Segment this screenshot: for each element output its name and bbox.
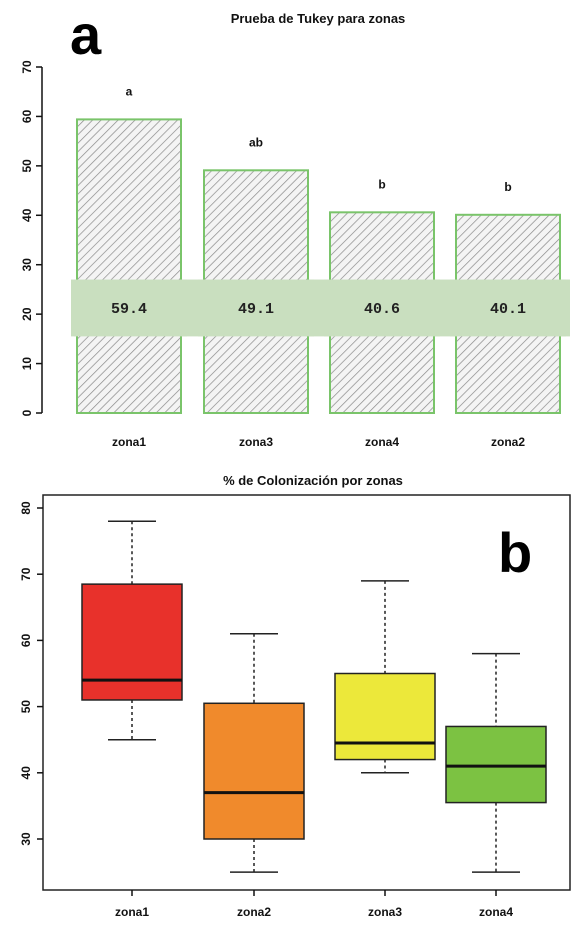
panel-b-y-tick-label: 60 [19,633,33,647]
panel-b-title: % de Colonización por zonas [223,473,403,488]
bar-category-label: zona1 [112,435,146,449]
panel-a-y-axis: 0 10 20 30 40 50 60 70 [20,60,43,416]
box-category-label: zona3 [368,905,402,919]
box-category-label: zona2 [237,905,271,919]
bar [76,118,182,414]
panel-a-label: a [70,3,102,66]
bar-category-label: zona3 [239,435,273,449]
panel-a-y-tick-label: 30 [20,258,34,272]
box [445,725,547,804]
bar-category-label: zona4 [365,435,399,449]
bar-value-band [324,279,440,337]
panel-a-y-tick-label: 0 [20,409,34,416]
panel-a-y-tick-label: 10 [20,357,34,371]
panel-a-y-tick-label: 50 [20,159,34,173]
panel-b-y-tick-label: 70 [19,567,33,581]
panel-a-y-tick-label: 40 [20,208,34,222]
panel-a: a Prueba de Tukey para zonas 0 10 20 30 40 50… [20,3,570,449]
bar-group-letter: b [378,177,385,191]
bar-value-label: 40.6 [364,301,400,318]
panel-b-y-tick-label: 80 [19,501,33,515]
panel-b-label: b [498,521,532,584]
box-category-label: zona4 [479,905,513,919]
panel-a-y-tick-label: 70 [20,60,34,74]
panel-a-y-tick-label: 20 [20,307,34,321]
panel-b-boxes: zona1 zona2 zona3 zona4 [81,520,547,919]
bar-group-letter: a [126,84,133,98]
box-category-label: zona1 [115,905,149,919]
bar-category-label: zona2 [491,435,525,449]
box [203,702,305,840]
panel-b-y-axis: 30 40 50 60 70 80 [19,501,43,846]
panel-b-y-tick-label: 40 [19,766,33,780]
bar-value-label: 40.1 [490,301,526,318]
bar-value-band [71,279,187,337]
panel-b: % de Colonización por zonas b 30 40 50 60 70… [19,473,571,919]
bar-value-band [198,279,314,337]
panel-b-y-tick-label: 50 [19,700,33,714]
panel-a-bars: 59.4 a zona1 49.1 ab zona3 40.6 b zona4 40.1 b zona… [71,84,570,449]
panel-a-title: Prueba de Tukey para zonas [231,11,406,26]
panel-b-plot-frame [42,494,571,891]
box [334,672,436,761]
panel-b-y-tick-label: 30 [19,832,33,846]
bar-value-label: 49.1 [238,301,274,318]
bar-group-letter: b [504,180,511,194]
bar-value-label: 59.4 [111,301,147,318]
bar-group-letter: ab [249,135,263,149]
panel-a-y-tick-label: 60 [20,109,34,123]
box [81,583,183,701]
bar-value-band [450,279,566,337]
